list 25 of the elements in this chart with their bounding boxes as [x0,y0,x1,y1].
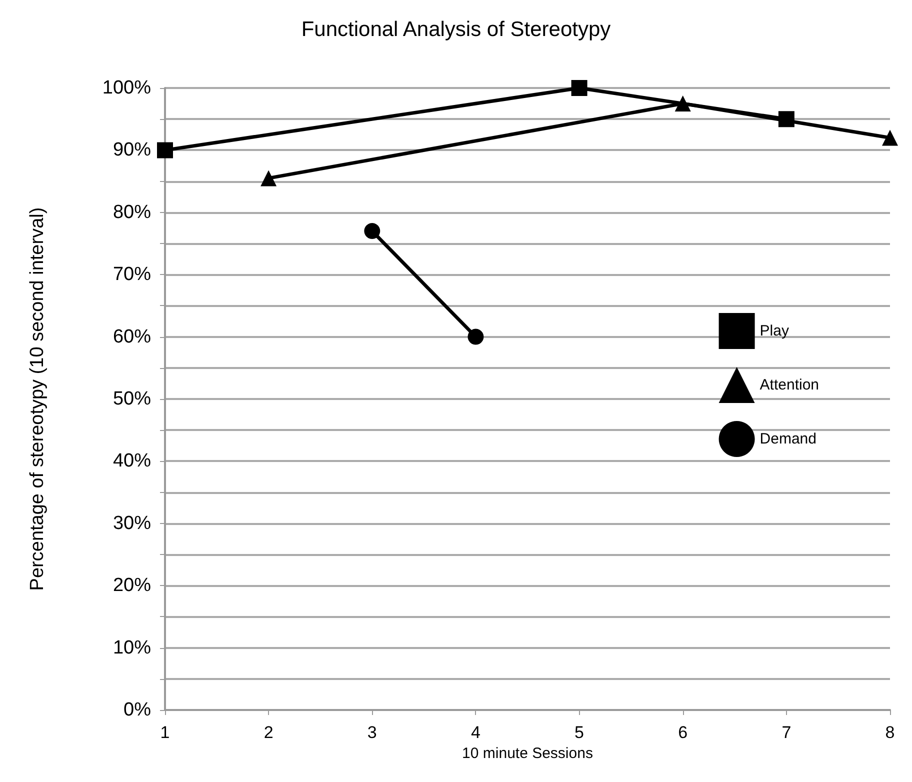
x-tick-label: 2 [264,723,274,742]
y-tick-label: 80% [112,202,152,223]
y-tick-label: 70% [112,264,152,286]
x-tick-label: 4 [470,723,480,742]
x-tick-label: 8 [885,723,895,742]
y-tick-label: 60% [112,326,152,348]
y-tick-label: 30% [112,512,152,534]
x-tick-label: 1 [160,723,170,742]
y-tick-label: 50% [112,388,152,410]
y-tick-label: 20% [112,575,152,596]
y-tick-label: 90% [112,140,152,161]
legend-label: Demand [760,430,816,448]
x-tick-label: 6 [678,723,688,742]
x-tick-label: 3 [367,723,377,742]
y-tick-label: 100% [102,78,152,98]
x-axis-title: 10 minute Sessions [462,744,593,762]
y-tick-label: 0% [124,700,152,720]
legend-label: Attention [760,376,820,394]
legend-label: Play [760,322,790,340]
chart-title: Functional Analysis of Stereotypy [301,18,612,41]
y-tick-label: 40% [112,450,152,472]
y-axis-title: Percentage of stereotypy (10 second interval) [27,207,48,591]
x-tick-label: 7 [782,723,792,742]
y-tick-label: 10% [112,637,152,658]
x-tick-label: 5 [574,723,584,742]
